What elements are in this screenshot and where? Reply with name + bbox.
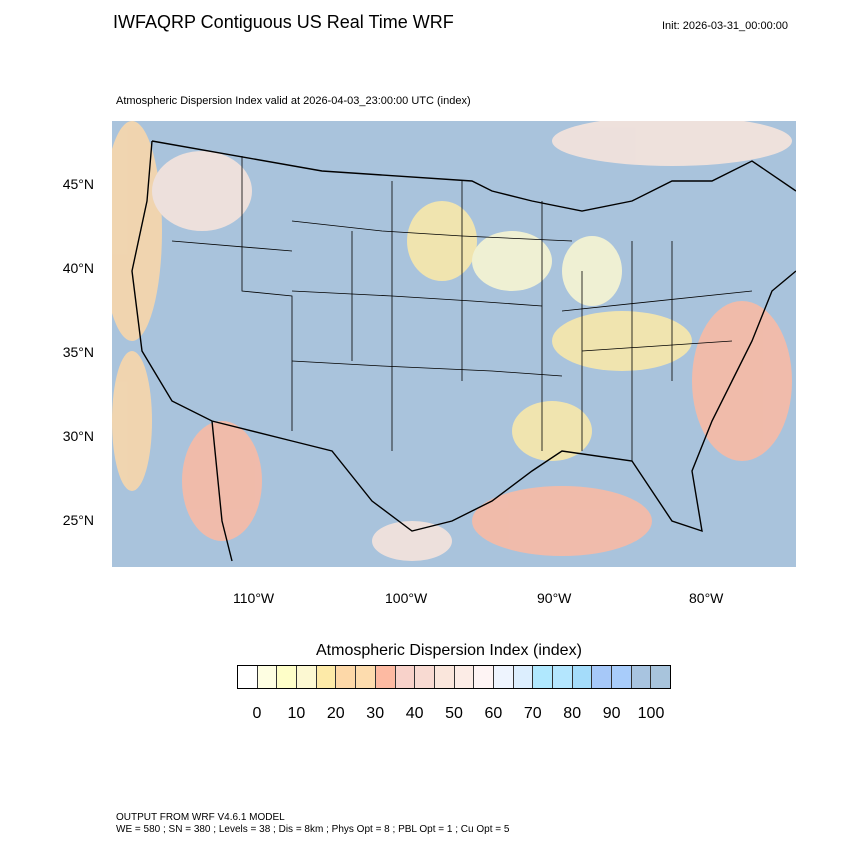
colorbar-label: 40	[405, 705, 424, 722]
dispersion-index-map	[112, 121, 796, 567]
lat-label: 45°N	[62, 176, 94, 192]
state-lines	[171, 156, 753, 461]
colorbar-swatch	[277, 666, 298, 688]
colorbar	[237, 665, 672, 689]
us-boundaries	[131, 140, 796, 562]
colorbar-label: 80	[563, 705, 582, 722]
colorbar-swatch	[631, 666, 652, 688]
colorbar-swatch	[336, 666, 357, 688]
colorbar-swatch	[356, 666, 376, 688]
colorbar-title: Atmospheric Dispersion Index (index)	[316, 642, 582, 659]
colorbar-swatch	[454, 666, 475, 688]
colorbar-swatch	[592, 666, 613, 688]
colorbar-swatch	[572, 666, 593, 688]
colorbar-label: 60	[484, 705, 503, 722]
init-time: Init: 2026-03-31_00:00:00	[662, 20, 788, 32]
colorbar-label: 70	[523, 705, 542, 722]
lon-label: 90°W	[537, 590, 572, 606]
colorbar-swatch	[612, 666, 632, 688]
colorbar-swatch	[238, 666, 258, 688]
colorbar-swatch	[434, 666, 455, 688]
footer-model: OUTPUT FROM WRF V4.6.1 MODEL	[116, 812, 285, 823]
colorbar-label: 10	[287, 705, 306, 722]
footer-config: WE = 580 ; SN = 380 ; Levels = 38 ; Dis …	[116, 824, 510, 835]
colorbar-label: 30	[366, 705, 385, 722]
colorbar-swatch	[474, 666, 494, 688]
lon-label: 110°W	[233, 590, 275, 606]
lon-label: 100°W	[385, 590, 428, 606]
plot-title: IWFAQRP Contiguous US Real Time WRF	[113, 12, 454, 32]
colorbar-swatch	[513, 666, 534, 688]
colorbar-swatch	[651, 666, 671, 688]
colorbar-label: 50	[445, 705, 463, 722]
colorbar-label: 0	[252, 705, 262, 722]
lat-label: 30°N	[62, 428, 94, 444]
colorbar-swatch	[375, 666, 396, 688]
low-index-areas	[112, 121, 792, 561]
colorbar-label: 20	[326, 705, 345, 722]
colorbar-swatch	[553, 666, 573, 688]
colorbar-swatch	[493, 666, 514, 688]
lat-label: 40°N	[62, 260, 94, 276]
colorbar-swatch	[297, 666, 317, 688]
plot-subtitle: Atmospheric Dispersion Index valid at 20…	[116, 95, 471, 107]
colorbar-label: 90	[602, 705, 621, 722]
colorbar-label: 100	[637, 705, 665, 722]
colorbar-swatch	[316, 666, 337, 688]
lat-label: 35°N	[62, 344, 94, 360]
colorbar-swatch	[257, 666, 278, 688]
lat-label: 25°N	[62, 512, 94, 528]
lon-label: 80°W	[689, 590, 724, 606]
colorbar-swatch	[533, 666, 553, 688]
colorbar-swatch	[395, 666, 416, 688]
colorbar-swatch	[415, 666, 435, 688]
